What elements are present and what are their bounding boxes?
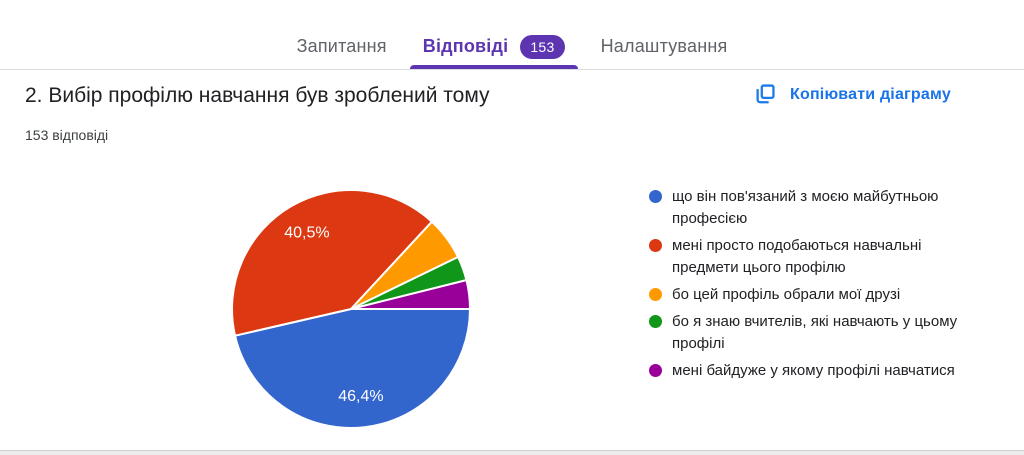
tab-responses[interactable]: Відповіді 153 xyxy=(408,0,580,69)
legend-color-dot-0 xyxy=(649,190,662,203)
chart-legend: що він пов'язаний з моєю майбутньою проф… xyxy=(649,186,979,382)
tab-questions[interactable]: Запитання xyxy=(282,0,402,69)
copy-icon xyxy=(752,82,777,107)
legend-color-dot-1 xyxy=(649,239,662,252)
tab-settings-label: Налаштування xyxy=(600,36,728,56)
pie-chart: 46,4% 40,5% xyxy=(220,178,482,440)
legend-color-dot-2 xyxy=(649,288,662,301)
pie-slice-0 xyxy=(234,308,471,430)
legend-item-1: мені просто подобаються навчальні предме… xyxy=(649,235,979,279)
tab-responses-label: Відповіді xyxy=(422,36,509,56)
copy-chart-button[interactable]: Копіювати діаграму xyxy=(752,82,951,107)
legend-item-2: бо цей профіль обрали мої друзі xyxy=(649,284,979,306)
legend-color-dot-3 xyxy=(649,315,662,328)
legend-item-3: бо я знаю вчителів, які навчають у цьому… xyxy=(649,311,979,355)
legend-label-1: мені просто подобаються навчальні предме… xyxy=(672,237,922,276)
tab-questions-label: Запитання xyxy=(296,36,387,56)
pie-slice-percentage-label-0: 46,4% xyxy=(338,388,383,405)
legend-label-4: мені байдуже у якому профілі навчатися xyxy=(672,362,955,379)
responses-count-text: 153 відповіді xyxy=(25,127,109,143)
pie-slice-4 xyxy=(350,279,472,310)
bottom-edge-strip xyxy=(0,450,1024,455)
legend-color-dot-4 xyxy=(649,364,662,377)
tab-settings[interactable]: Налаштування xyxy=(586,0,743,69)
question-title: 2. Вибір профілю навчання був зроблений … xyxy=(25,84,490,107)
active-tab-underline xyxy=(409,65,578,69)
legend-label-3: бо я знаю вчителів, які навчають у цьому… xyxy=(672,313,958,352)
pie-slice-percentage-label-1: 40,5% xyxy=(284,224,329,241)
pie-chart-svg: 46,4% 40,5% xyxy=(230,189,472,430)
legend-label-2: бо цей профіль обрали мої друзі xyxy=(672,286,901,303)
legend-item-4: мені байдуже у якому профілі навчатися xyxy=(649,360,979,382)
legend-label-0: що він пов'язаний з моєю майбутньою проф… xyxy=(672,188,939,227)
copy-chart-label: Копіювати діаграму xyxy=(790,85,951,103)
form-tabbar: Запитання Відповіді 153 Налаштування xyxy=(0,0,1024,70)
responses-count-badge: 153 xyxy=(520,34,565,59)
legend-item-0: що він пов'язаний з моєю майбутньою проф… xyxy=(649,186,979,230)
pie-slice-1 xyxy=(230,189,433,337)
